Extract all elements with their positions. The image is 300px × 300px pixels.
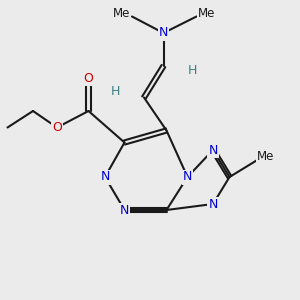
Text: O: O <box>52 121 62 134</box>
Text: H: H <box>187 64 197 77</box>
Text: N: N <box>100 170 110 184</box>
Text: H: H <box>111 85 120 98</box>
Text: Me: Me <box>198 7 216 20</box>
Text: N: N <box>208 143 218 157</box>
Text: N: N <box>120 203 129 217</box>
Text: N: N <box>208 197 218 211</box>
Text: Me: Me <box>113 7 130 20</box>
Text: N: N <box>159 26 168 40</box>
Text: Me: Me <box>257 150 274 163</box>
Text: N: N <box>183 170 192 184</box>
Text: O: O <box>84 71 93 85</box>
